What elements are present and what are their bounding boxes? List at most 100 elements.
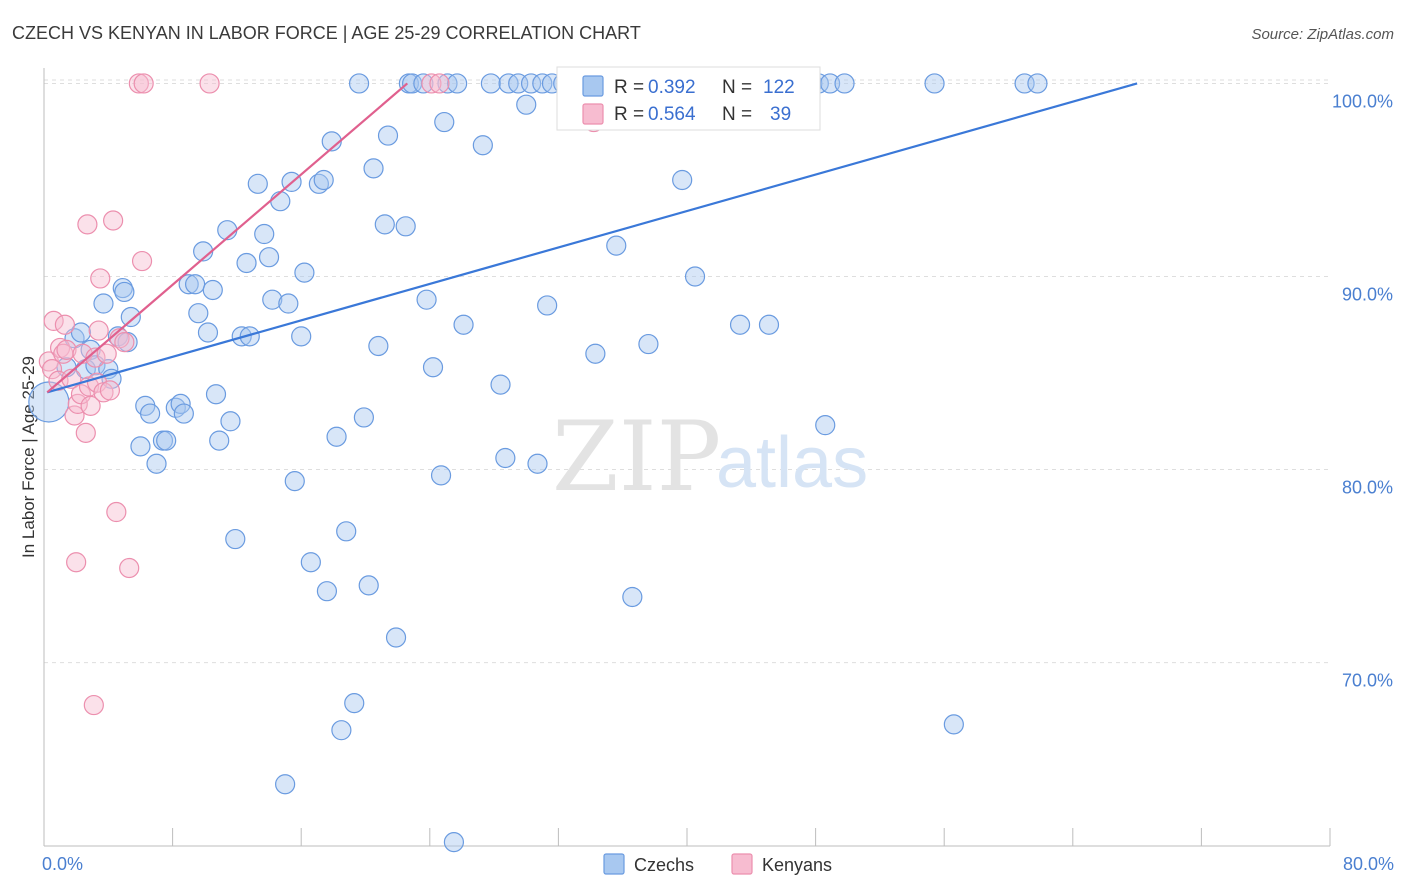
czechs-point <box>313 169 334 191</box>
czechs-point <box>336 521 357 542</box>
czechs-point <box>385 627 407 648</box>
y-tick-label: 70.0% <box>1342 671 1393 691</box>
watermark: ZIP atlas <box>552 401 868 513</box>
czechs-point <box>254 223 275 245</box>
y-axis-label: In Labor Force | Age 25-29 <box>19 356 38 558</box>
czechs-point <box>284 471 305 492</box>
czechs-point <box>447 73 468 94</box>
kenyans-point <box>128 73 149 94</box>
kenyans-point <box>88 320 109 341</box>
czechs-point <box>1027 73 1048 94</box>
czechs-point <box>209 430 230 451</box>
czechs-point <box>326 426 347 447</box>
kenyans-point <box>133 73 154 94</box>
czechs-point <box>120 306 141 328</box>
kenyans-point <box>96 343 117 364</box>
czechs-point <box>368 335 389 357</box>
y-tick-label: 90.0% <box>1342 284 1393 304</box>
czechs-r-label: R = <box>614 77 644 98</box>
czechs-point <box>943 714 964 735</box>
czechs-point <box>819 73 841 94</box>
kenyans-point <box>85 347 106 368</box>
czechs-point <box>236 252 257 274</box>
czechs-point <box>815 415 836 436</box>
kenyans-point <box>99 380 121 401</box>
x-tick-label-min: 0.0% <box>42 854 83 874</box>
czechs-point <box>239 326 260 347</box>
czechs-point <box>443 832 465 853</box>
kenyans-n-label: N = <box>722 104 752 125</box>
czechs-point <box>672 169 693 191</box>
kenyans-point <box>56 339 77 360</box>
czechs-point <box>173 403 194 424</box>
legend-kenyans-label: Kenyans <box>762 855 832 875</box>
kenyans-point <box>77 214 98 235</box>
czechs-point <box>516 94 537 115</box>
czechs-point <box>70 322 92 343</box>
czechs-n-value: 122 <box>763 77 795 98</box>
czechs-point <box>202 279 223 301</box>
y-tick-label: 80.0% <box>1342 478 1393 498</box>
czechs-point <box>156 430 177 451</box>
czechs-point <box>480 73 501 94</box>
czechs-point <box>294 262 315 283</box>
czechs-point <box>684 266 706 287</box>
czechs-point <box>291 326 312 347</box>
y-tick-labels: 70.0% 80.0% 90.0% 100.0% <box>1332 91 1393 690</box>
czechs-point <box>422 357 444 378</box>
czechs-point <box>146 453 167 474</box>
czechs-r-value: 0.392 <box>648 77 696 98</box>
kenyans-point <box>43 310 64 331</box>
czechs-point <box>188 303 209 324</box>
kenyans-point <box>41 359 63 380</box>
czechs-point <box>353 407 374 428</box>
x-axis-ticks <box>43 828 1331 846</box>
czechs-point <box>130 436 151 457</box>
czechs-point <box>114 281 135 303</box>
czechs-point <box>363 158 384 179</box>
czechs-point <box>344 693 365 714</box>
czechs-point <box>139 403 161 424</box>
czechs-point <box>395 216 416 237</box>
czechs-point <box>434 111 455 133</box>
czechs-point <box>374 214 395 235</box>
kenyans-point <box>106 501 127 523</box>
czechs-points <box>28 73 1048 853</box>
czechs-point <box>185 274 206 295</box>
chart-title: CZECH VS KENYAN IN LABOR FORCE | AGE 25-… <box>12 23 641 43</box>
czechs-point <box>606 235 627 256</box>
czechs-point <box>495 447 516 469</box>
kenyans-point <box>54 314 75 335</box>
czechs-point <box>220 411 241 432</box>
legend-kenyans-swatch <box>731 853 753 875</box>
czechs-point <box>278 293 299 314</box>
kenyans-point <box>199 73 220 94</box>
czechs-point <box>537 295 558 316</box>
czechs-point <box>93 293 114 314</box>
czechs-point <box>472 135 493 156</box>
kenyans-r-label: R = <box>614 104 644 125</box>
czechs-point <box>197 322 219 343</box>
czechs-point <box>275 774 296 795</box>
czechs-point <box>413 73 434 94</box>
kenyans-point <box>131 250 153 272</box>
czechs-point <box>358 575 379 596</box>
kenyans-point <box>429 73 450 94</box>
kenyans-point <box>64 405 85 426</box>
czechs-point <box>758 314 780 335</box>
kenyans-points <box>38 73 604 716</box>
x-tick-label-max: 80.0% <box>1343 854 1394 874</box>
czechs-point <box>262 289 283 310</box>
kenyans-point <box>66 552 87 573</box>
czechs-point <box>622 586 643 608</box>
kenyans-trend-line <box>46 82 409 394</box>
czechs-point <box>924 73 945 94</box>
czechs-point <box>520 73 542 94</box>
czechs-point <box>178 274 199 295</box>
czechs-point <box>834 73 855 94</box>
czechs-point <box>270 191 291 212</box>
kenyans-point <box>119 557 140 579</box>
watermark-atlas: atlas <box>716 423 868 503</box>
czechs-point <box>585 343 606 364</box>
